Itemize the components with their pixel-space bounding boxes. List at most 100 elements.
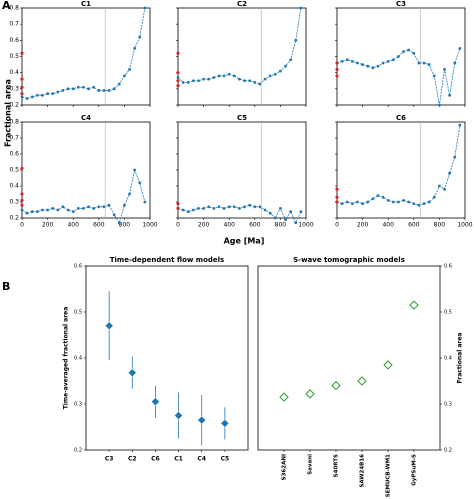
x-tick-label: 400 [382,222,394,229]
y-tick-label: 0.8 [9,119,19,126]
data-point [273,72,277,76]
y-tick-label: 0.4 [9,69,19,76]
data-point [128,68,131,71]
data-point [232,74,236,78]
x-tick-label: SEMUCB-WM1 [386,454,392,497]
y-axis-label: Time-averaged fractional area [63,307,70,410]
chart-title: C6 [396,114,406,122]
x-tick-label: 400 [67,222,79,229]
data-point [217,74,221,78]
red-point [20,92,24,96]
red-point [20,198,24,202]
frame [257,265,441,451]
data-point [112,213,116,217]
data-point [97,205,101,209]
data-point [402,199,405,202]
x-tick-label: C1 [174,456,183,463]
y-tick-label: 0.8 [9,5,19,12]
data-point [366,64,370,68]
data-point [412,202,416,206]
data-point [61,205,65,209]
data-point [284,218,287,222]
data-point [128,192,131,196]
data-point [202,77,206,81]
data-point [107,203,111,207]
data-point [391,58,395,62]
x-tick-label: C3 [105,456,114,463]
frame [21,121,151,219]
data-point [112,87,116,91]
x-tick-label: S362ANI [282,454,288,480]
series-line [21,168,146,224]
y-tick-label: 0.3 [74,402,82,408]
data-point [127,368,137,378]
data-point [197,415,207,425]
frame [177,121,307,219]
data-point [238,207,241,210]
data-point [268,74,272,78]
data-point [71,87,75,91]
x-tick-label: 400 [223,222,235,229]
y-tick-label: 0.2 [444,448,452,454]
data-point [35,210,39,214]
x-tick-label: 0 [20,222,24,229]
y-tick-label: 0.4 [444,356,452,362]
data-point [279,69,282,73]
y-tick-label: 0.6 [9,151,19,158]
data-point [345,200,349,204]
x-tick-label: C2 [128,456,137,463]
data-point [76,85,80,89]
data-point [66,87,70,91]
x-tick-label: 1000 [457,222,472,229]
data-point [386,59,390,63]
data-point [279,207,282,210]
data-point [407,48,411,52]
data-point [438,184,441,188]
red-point [20,85,24,89]
x-tick-label: 200 [357,222,369,229]
chart-title: C1 [81,0,91,8]
data-point [294,38,298,42]
red-point [176,51,180,55]
data-point [151,397,160,407]
y-tick-label: 0.5 [9,167,19,174]
y-tick-label: 0.7 [9,135,19,142]
data-point [82,207,85,210]
chart-title: Time-dependent flow models [110,256,224,264]
y-tick-label: 0.2 [9,102,19,109]
red-point [335,200,339,204]
data-point [371,66,375,70]
data-point [138,181,142,185]
data-point [117,82,121,86]
frame [177,7,307,106]
data-point [232,205,236,209]
data-point [448,171,452,175]
data-point [191,208,195,212]
data-point [289,58,293,62]
y-tick-label: 0.4 [74,356,82,362]
data-point [458,47,462,50]
red-point [20,166,24,170]
data-point [248,79,252,83]
y-tick-label: 0.5 [9,53,19,60]
data-point [104,321,114,331]
x-tick-label: 600 [93,222,105,229]
x-tick-label: Savani [308,454,314,475]
data-point [361,202,364,206]
data-point [253,80,257,84]
red-point [20,77,24,81]
data-point [41,208,44,212]
data-point [453,61,457,65]
data-point [41,93,44,97]
data-point [138,35,142,39]
series-line [21,7,146,99]
data-point [102,89,106,92]
x-tick-label: 0 [335,222,339,229]
data-point [227,205,231,209]
data-point [25,97,29,100]
data-point [412,51,416,55]
data-point [87,87,90,91]
data-point [361,63,364,66]
frame [336,7,466,106]
data-point [397,200,400,204]
